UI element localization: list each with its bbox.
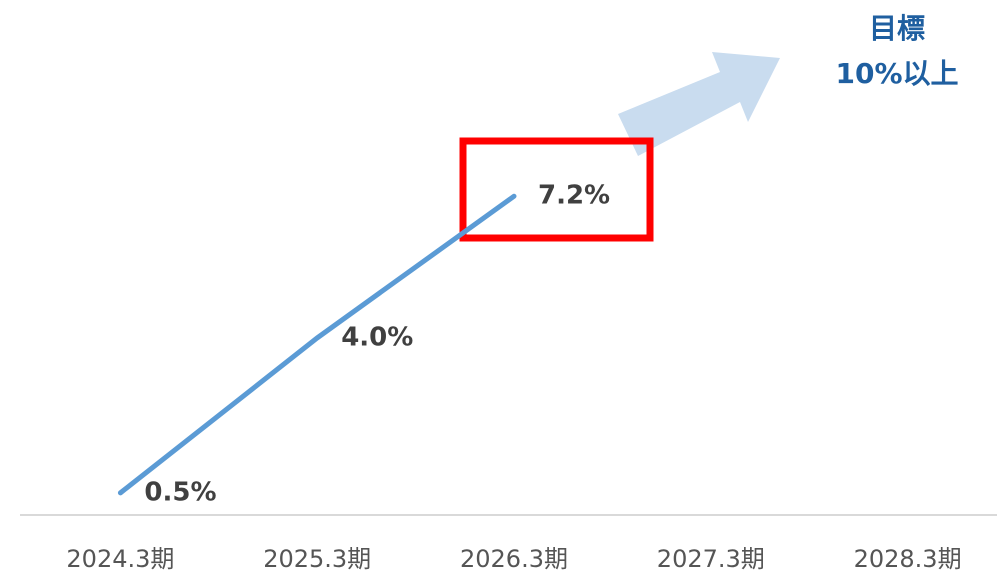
goal-arrow (618, 52, 780, 156)
goal-value: 10%以上 (835, 57, 958, 90)
x-tick-label: 2026.3期 (460, 545, 568, 573)
data-label: 7.2% (538, 181, 610, 211)
data-label: 0.5% (144, 477, 216, 507)
highlight-box (459, 137, 654, 242)
line (117, 193, 517, 496)
data-label: 4.0% (341, 322, 413, 352)
x-tick-label: 2025.3期 (263, 545, 371, 573)
x-tick-label: 2027.3期 (657, 545, 765, 573)
goal-title: 目標 (869, 12, 925, 45)
x-tick-label: 2024.3期 (66, 545, 174, 573)
x-tick-label: 2028.3期 (854, 545, 962, 573)
